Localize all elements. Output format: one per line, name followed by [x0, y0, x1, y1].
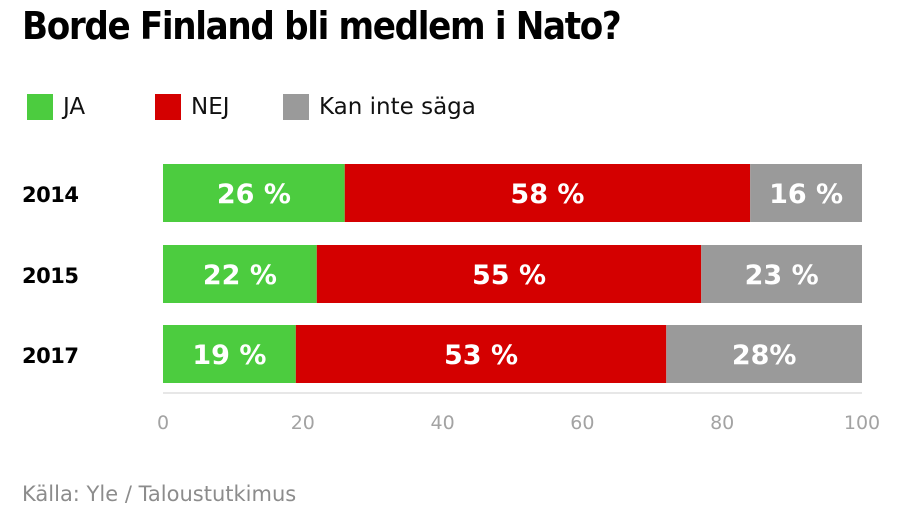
legend-swatch-nej [155, 94, 181, 120]
bar-kan-inte-saga-2015 [701, 245, 862, 303]
x-tick-label-0: 0 [157, 412, 169, 434]
data-label-ja-2017: 19 % [192, 340, 266, 371]
bar-nej-2014 [344, 164, 751, 222]
bar-nej-2017 [295, 325, 667, 383]
category-label-2017: 2017 [22, 344, 78, 368]
category-label-2015: 2015 [22, 264, 78, 288]
bar-ja-2015 [163, 245, 317, 303]
data-label-kan-inte-saga-2015: 23 % [745, 260, 819, 291]
x-tick-label-60: 60 [570, 412, 594, 434]
data-label-nej-2014: 58 % [510, 179, 584, 210]
stacked-bar-chart: 2014 26 % 58 % 16 % 2015 22 % 55 % 23 % 2017 19 %… [22, 164, 880, 434]
x-tick-label-80: 80 [710, 412, 734, 434]
legend-label-ja: JA [63, 94, 86, 120]
legend-swatch-kan-inte-saga [283, 94, 309, 120]
legend-label-kan-inte-saga: Kan inte säga [319, 94, 476, 120]
x-tick-label-40: 40 [431, 412, 455, 434]
data-label-ja-2014: 26 % [217, 179, 291, 210]
legend-swatch-ja [27, 94, 53, 120]
data-label-nej-2015: 55 % [472, 260, 546, 291]
chart-title: Borde Finland bli medlem i Nato? [22, 4, 622, 48]
data-label-kan-inte-saga-2014: 16 % [769, 179, 843, 210]
bar-ja-2014 [163, 164, 345, 222]
bar-kan-inte-saga-2017 [666, 325, 862, 383]
legend-label-nej: NEJ [191, 94, 230, 120]
bar-kan-inte-saga-2014 [750, 164, 862, 222]
bar-nej-2015 [316, 245, 702, 303]
data-label-kan-inte-saga-2017: 28% [732, 340, 797, 371]
x-tick-label-20: 20 [291, 412, 315, 434]
data-label-nej-2017: 53 % [444, 340, 518, 371]
data-label-ja-2015: 22 % [203, 260, 277, 291]
category-label-2014: 2014 [22, 183, 78, 207]
bar-ja-2017 [163, 325, 296, 383]
source-note: Källa: Yle / Taloustutkimus [22, 482, 297, 506]
x-tick-label-100: 100 [844, 412, 880, 434]
